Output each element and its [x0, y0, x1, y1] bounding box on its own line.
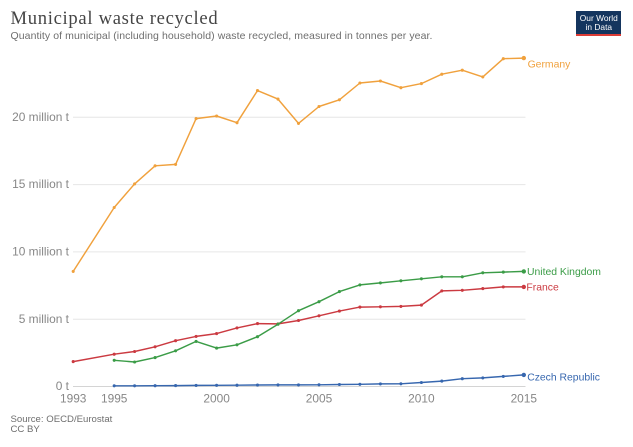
svg-text:15 million t: 15 million t — [12, 177, 70, 191]
svg-text:United Kingdom: United Kingdom — [527, 267, 601, 278]
svg-text:1993: 1993 — [60, 392, 87, 406]
svg-text:20 million t: 20 million t — [12, 110, 70, 124]
svg-text:Czech Republic: Czech Republic — [527, 373, 600, 384]
svg-text:2000: 2000 — [203, 392, 230, 406]
svg-text:0 t: 0 t — [56, 379, 70, 393]
svg-text:2010: 2010 — [408, 392, 435, 406]
svg-text:2015: 2015 — [511, 392, 538, 406]
svg-text:1995: 1995 — [101, 392, 128, 406]
svg-text:5 million t: 5 million t — [19, 312, 70, 326]
svg-text:Germany: Germany — [528, 60, 572, 71]
svg-text:10 million t: 10 million t — [12, 245, 70, 259]
svg-text:2005: 2005 — [306, 392, 333, 406]
svg-text:France: France — [526, 283, 559, 294]
